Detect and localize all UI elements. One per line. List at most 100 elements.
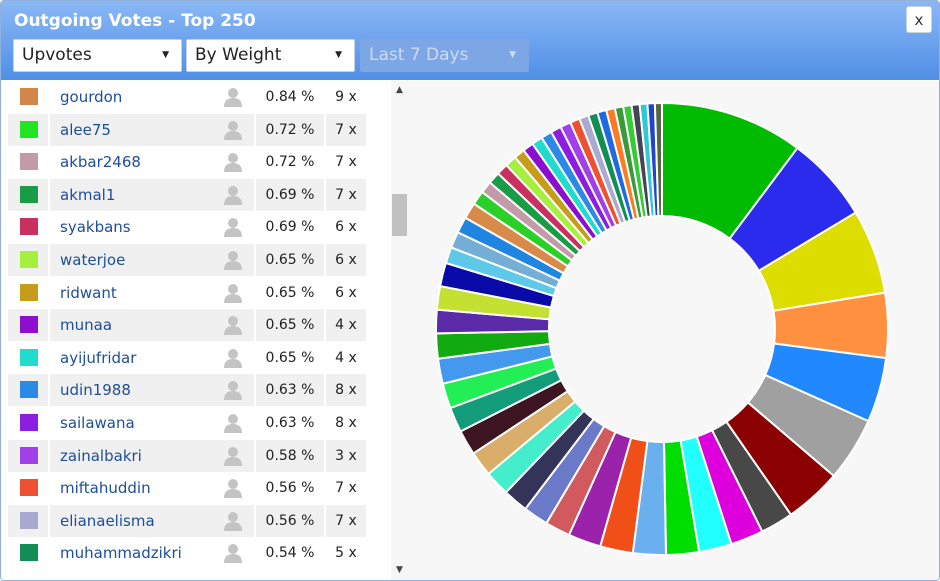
user-icon	[222, 413, 244, 433]
close-button[interactable]: x	[906, 6, 932, 33]
swatch-cell	[8, 341, 50, 374]
color-swatch	[20, 120, 38, 138]
pct-cell	[256, 309, 326, 342]
user-icon	[222, 283, 244, 303]
color-swatch	[20, 251, 38, 268]
vote-count: 4 x	[335, 317, 357, 334]
color-swatch	[20, 414, 38, 431]
table-row[interactable]: akmal1 0.69 % 7 x	[8, 178, 366, 211]
user-icon	[222, 250, 244, 270]
table-row[interactable]: syakbans 0.69 % 6 x	[8, 211, 366, 244]
icon-cell	[216, 113, 256, 146]
user-icon	[222, 120, 244, 140]
username-link[interactable]: ayijufridar	[60, 348, 137, 367]
table-row[interactable]: akbar2468 0.72 % 7 x	[8, 146, 366, 179]
scroll-up-icon[interactable]: ▲	[396, 85, 403, 95]
table-row[interactable]: alee75 0.72 % 7 x	[8, 113, 366, 146]
icon-cell	[216, 211, 256, 244]
username-link[interactable]: sailawana	[60, 414, 135, 432]
table-row[interactable]: sailawana 0.63 % 8 x	[8, 407, 366, 439]
pct-cell	[256, 244, 326, 276]
vote-percentage: 0.63 %	[265, 382, 315, 399]
window-title: Outgoing Votes - Top 250	[14, 11, 256, 31]
vote-percentage: 0.56 %	[265, 512, 315, 529]
username-link[interactable]: muhammadzikri	[60, 544, 182, 563]
color-swatch	[20, 185, 38, 203]
vote-count: 8 x	[335, 382, 357, 399]
color-swatch	[20, 283, 38, 301]
username-link[interactable]: akbar2468	[60, 153, 141, 172]
table-row[interactable]: elianaelisma 0.56 % 7 x	[8, 504, 366, 537]
icon-cell	[216, 309, 256, 342]
vote-count: 9 x	[335, 89, 357, 105]
chart-pane	[408, 81, 939, 580]
username-link[interactable]: miftahuddin	[60, 479, 151, 498]
icon-cell	[216, 276, 256, 309]
table-row[interactable]: zainalbakri 0.58 % 3 x	[8, 439, 366, 472]
swatch-cell	[8, 504, 50, 537]
user-icon	[222, 152, 244, 173]
vote-percentage: 0.65 %	[265, 284, 315, 301]
swatch-cell	[8, 146, 50, 179]
username-link[interactable]: alee75	[60, 120, 111, 139]
color-swatch	[20, 381, 38, 399]
username-link[interactable]: waterjoe	[60, 251, 126, 269]
pct-cell	[256, 504, 326, 537]
table-row[interactable]: ayijufridar 0.65 % 4 x	[8, 341, 366, 374]
table-row[interactable]: munaa 0.65 % 4 x	[8, 309, 366, 342]
sort-by-value: By Weight	[195, 45, 282, 65]
vote-percentage: 0.65 %	[265, 317, 315, 334]
user-icon	[222, 543, 244, 564]
username-link[interactable]: zainalbakri	[60, 446, 142, 465]
window-header: Outgoing Votes - Top 250 x Upvotes ▼ By …	[1, 1, 939, 80]
username-link[interactable]: gourdon	[60, 88, 123, 106]
username-link[interactable]: akmal1	[60, 185, 116, 204]
table-row[interactable]: muhammadzikri 0.54 % 5 x	[8, 537, 366, 570]
color-swatch	[20, 153, 38, 171]
table-row[interactable]: gourdon 0.84 % 9 x	[8, 81, 366, 113]
pct-cell	[256, 374, 326, 407]
voter-list: gourdon 0.84 % 9 x alee75 0.72 % 7 x akbar2468…	[1, 81, 391, 580]
table-row[interactable]: udin1988 0.63 % 8 x	[8, 374, 366, 407]
swatch-cell	[8, 374, 50, 407]
table-row[interactable]: waterjoe 0.65 % 6 x	[8, 244, 366, 276]
icon-cell	[216, 81, 256, 113]
pct-cell	[256, 439, 326, 472]
vote-count: 3 x	[335, 447, 357, 464]
vote-percentage: 0.72 %	[265, 121, 315, 138]
color-swatch	[20, 479, 38, 497]
swatch-cell	[8, 178, 50, 211]
table-row[interactable]: miftahuddin 0.56 % 7 x	[8, 472, 366, 505]
vote-percentage: 0.84 %	[265, 89, 315, 105]
period-value: Last 7 Days	[369, 45, 469, 65]
scroll-down-icon[interactable]: ▼	[396, 565, 403, 575]
chevron-down-icon: ▼	[335, 50, 342, 60]
color-swatch	[20, 88, 38, 105]
username-link[interactable]: elianaelisma	[60, 511, 155, 530]
user-icon	[222, 185, 244, 205]
pct-cell	[256, 146, 326, 179]
pct-cell	[256, 113, 326, 146]
vote-type-select[interactable]: Upvotes ▼	[13, 39, 182, 72]
vote-count: 7 x	[335, 154, 357, 171]
icon-cell	[216, 244, 256, 276]
pct-cell	[256, 211, 326, 244]
user-icon	[222, 87, 244, 107]
icon-cell	[216, 178, 256, 211]
color-swatch	[20, 544, 38, 562]
list-scrollbar[interactable]: ▲ ▼	[391, 81, 408, 580]
scroll-thumb[interactable]	[392, 194, 407, 236]
icon-cell	[216, 146, 256, 179]
donut-slice[interactable]	[653, 101, 663, 218]
table-row[interactable]: ridwant 0.65 % 6 x	[8, 276, 366, 309]
vote-type-value: Upvotes	[22, 45, 92, 65]
pct-cell	[256, 81, 326, 113]
vote-count: 4 x	[335, 349, 357, 366]
username-link[interactable]: syakbans	[60, 218, 131, 237]
username-link[interactable]: udin1988	[60, 381, 131, 400]
username-link[interactable]: munaa	[60, 316, 113, 335]
vote-percentage: 0.72 %	[265, 154, 315, 171]
vote-count: 7 x	[335, 480, 357, 497]
sort-by-select[interactable]: By Weight ▼	[186, 39, 355, 72]
username-link[interactable]: ridwant	[60, 283, 117, 302]
